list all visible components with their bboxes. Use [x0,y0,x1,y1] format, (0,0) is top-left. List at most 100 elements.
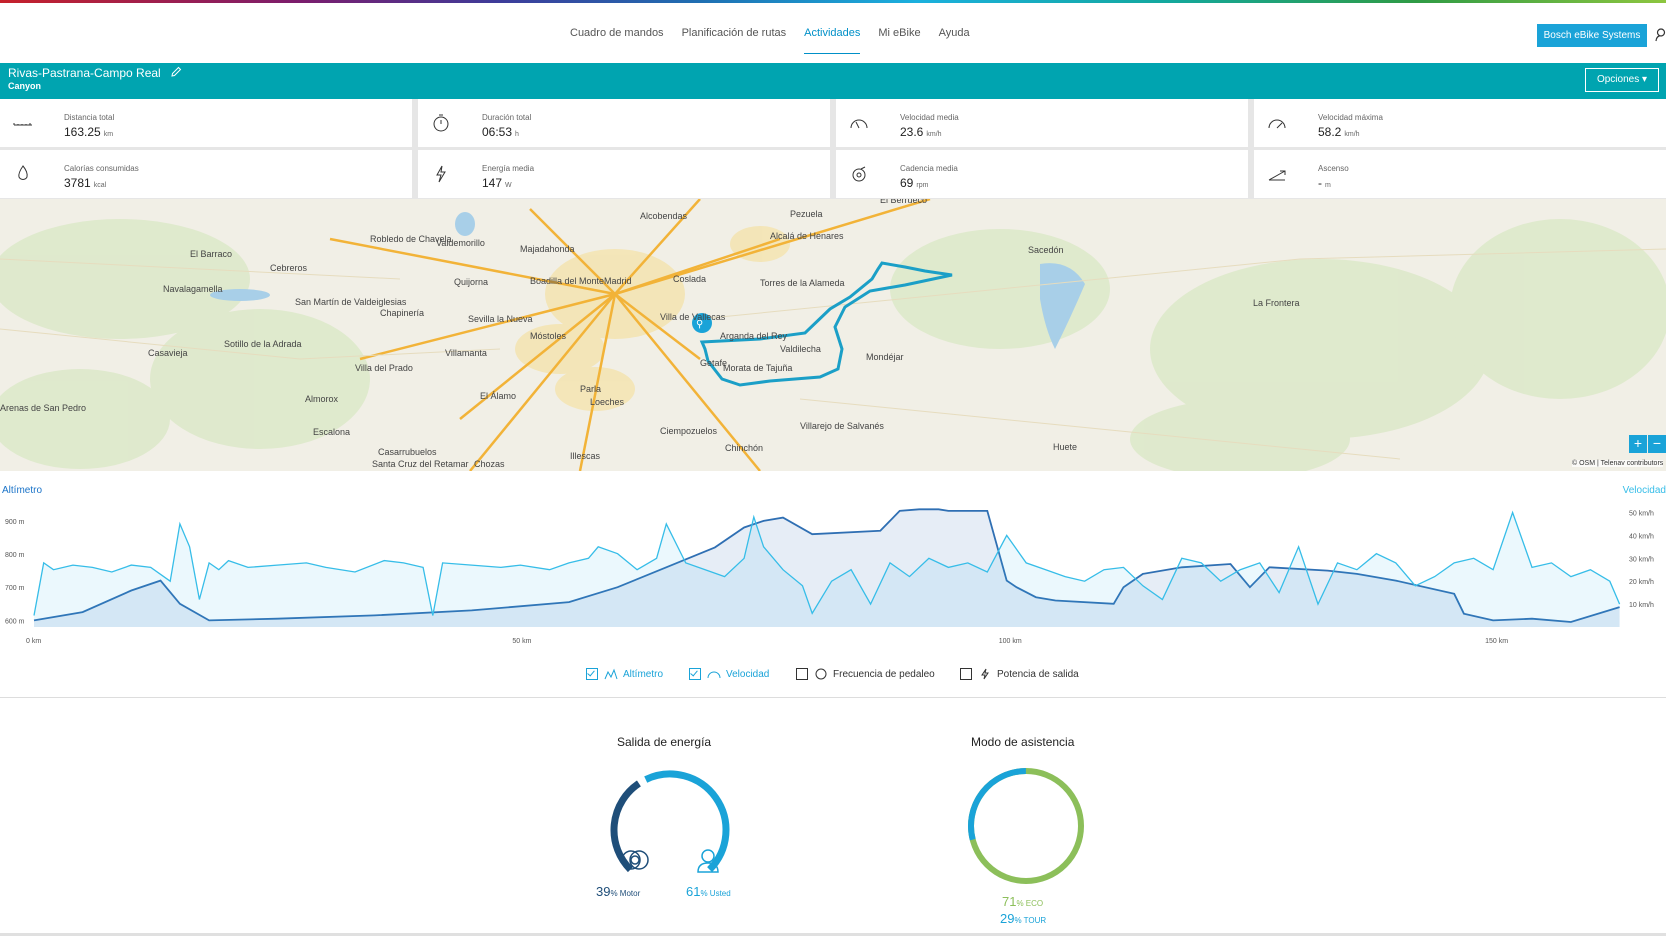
bicycle-icon: ⚲ [696,319,703,330]
map-attribution[interactable]: © OSM | Telenav contributors [1572,460,1664,467]
map-place-label: Parla [580,384,601,394]
section-divider [0,697,1666,698]
stat-total-distance: Distancia total 163.25 km [0,99,412,147]
ruler-icon [13,123,32,126]
altitude-tick-label: 700 m [5,585,25,592]
speed-tick-label: 10 km/h [1629,602,1654,609]
horizontal-scrollbar[interactable] [0,933,1666,936]
nav-item-activities[interactable]: Actividades [804,27,861,54]
stat-label: Duración total [482,113,532,122]
map-place-label: Majadahonda [520,244,575,254]
stat-label: Distancia total [64,113,115,122]
speed-toggle-label: Velocidad [726,668,770,680]
lightning-icon [981,668,989,680]
map-place-label: Mondéjar [866,352,904,362]
toggle-cadence[interactable]: Frecuencia de pedaleo [796,668,935,680]
map-place-label: Quijorna [454,277,488,287]
distance-tick-label: 100 km [999,638,1022,645]
motor-icon [621,850,649,870]
stat-value: 06:53 h [482,125,519,139]
altimeter-checkbox[interactable] [586,668,598,680]
nav-item-route-planning[interactable]: Planificación de rutas [681,27,787,39]
bosch-ebike-systems-button[interactable]: Bosch eBike Systems [1537,24,1647,47]
map-place-label: San Martín de Valdeiglesias [295,297,407,307]
power-checkbox[interactable] [960,668,972,680]
user-icon[interactable] [1655,28,1666,42]
stopwatch-icon [433,114,449,132]
map-place-label: El Álamo [480,391,516,401]
user-percentage: 61% Usted [686,884,731,899]
chart-plot[interactable]: 600 m 700 m 800 m 900 m 10 km/h 20 km/h 30 km/… [0,491,1666,681]
stat-average-speed: Velocidad media 23.6 km/h [836,99,1248,147]
route-map[interactable]: ⚲ Alcobendas Alcalá de Henares Majadahonda… [0,199,1666,471]
altimeter-area-fill [34,509,1620,627]
map-place-label: Sacedón [1028,245,1064,255]
energy-output-donut [610,770,730,873]
map-forest-areas [0,219,1666,471]
map-place-label: Villa de Vallecas [660,312,726,322]
map-place-label: Chinchón [725,443,763,453]
speedometer-icon [850,119,868,129]
altimeter-toggle-label: Altímetro [623,668,664,680]
stat-value: 58.2 km/h [1318,125,1360,139]
options-dropdown[interactable]: Opciones ▾ [1585,68,1659,92]
brand-color-stripe [0,0,1666,3]
distance-tick-label: 50 km [512,638,531,645]
map-place-label: Chozas [474,459,505,469]
activity-bike-name: Canyon [8,81,42,91]
map-place-label: Móstoles [530,331,567,341]
cadence-icon [852,166,866,182]
options-label: Opciones [1596,74,1640,85]
tour-percentage: 29% TOUR [1000,911,1047,926]
stat-value: 69 rpm [900,176,929,190]
map-place-label: Navalagamella [163,284,223,294]
speedometer-icon [707,671,721,679]
map-place-label: Villarejo de Salvanés [800,421,884,431]
stat-value: -m [1318,176,1331,190]
map-place-label: Cebreros [270,263,308,273]
map-place-label: Almorox [305,394,339,404]
map-place-label: Arenas de San Pedro [0,403,86,413]
map-canvas[interactable]: ⚲ Alcobendas Alcalá de Henares Majadahonda… [0,199,1666,471]
speed-checkbox[interactable] [689,668,701,680]
activity-header: Rivas-Pastrana-Campo Real Canyon Opcione… [0,63,1666,99]
nav-item-dashboard[interactable]: Cuadro de mandos [570,27,664,39]
elevation-speed-chart: Altímetro Velocidad 600 m 700 m 800 m 900 m… [0,471,1666,697]
speedometer-max-icon [1268,119,1286,129]
map-place-label: Getafe [700,358,727,368]
tour-share-arc [968,768,1026,841]
user-share-arc [644,770,730,873]
stat-label: Ascenso [1318,164,1349,173]
map-place-label: Loeches [590,397,625,407]
edit-pencil-icon[interactable] [170,66,182,78]
map-zoom-out-button[interactable]: − [1648,435,1666,453]
map-place-label: Valdilecha [780,344,821,354]
toggle-output-power[interactable]: Potencia de salida [960,668,1079,680]
speed-series-line [33,510,1621,616]
nav-item-help[interactable]: Ayuda [938,27,970,39]
cadence-toggle-label: Frecuencia de pedaleo [833,668,935,680]
altimeter-axis-title: Altímetro [2,485,43,496]
stat-value: 3781 kcal [64,176,107,190]
stat-label: Calorías consumidas [64,164,139,173]
map-place-label: Madrid [604,276,632,286]
stat-label: Velocidad máxima [1318,113,1383,122]
map-place-label: Coslada [673,274,706,284]
nav-item-my-ebike[interactable]: Mi eBike [878,27,921,39]
caret-down-icon: ▾ [1642,74,1648,85]
eco-percentage: 71% ECO [1002,894,1044,909]
bike-start-marker[interactable] [692,313,712,333]
map-place-label: Arganda del Rey [720,331,788,341]
stat-calories: Calorías consumidas 3781 kcal [0,150,412,198]
rider-icon [697,849,719,873]
stat-max-speed: Velocidad máxima 58.2 km/h [1254,99,1666,147]
stat-average-energy: Energía media 147 W [418,150,830,198]
assist-mode-title: Modo de asistencia [971,735,1075,749]
map-place-label: Valdemorillo [436,238,485,248]
route-track[interactable] [699,261,953,387]
toggle-speed[interactable]: Velocidad [689,668,769,680]
toggle-altimeter[interactable]: Altímetro [586,668,663,680]
map-zoom-in-button[interactable]: + [1629,435,1647,453]
cadence-checkbox[interactable] [796,668,808,680]
map-place-label: Villamanta [445,348,487,358]
